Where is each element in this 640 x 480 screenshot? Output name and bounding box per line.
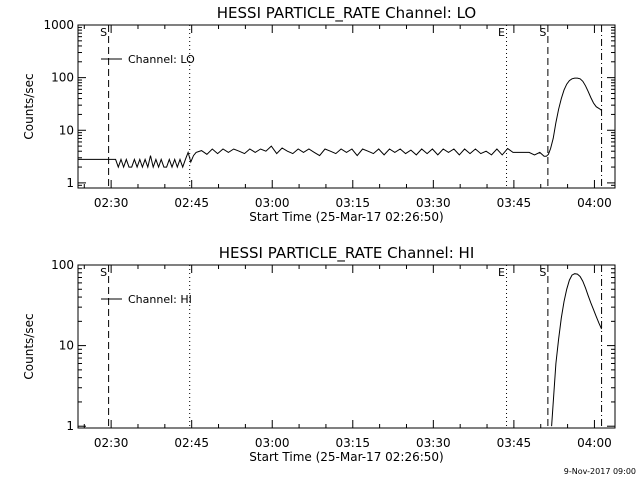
y-tick-label: 10 bbox=[59, 123, 74, 137]
x-tick-label: 03:00 bbox=[255, 196, 290, 210]
x-tick-label: 04:00 bbox=[577, 436, 612, 450]
y-tick-label: 100 bbox=[51, 258, 74, 272]
series-line bbox=[78, 77, 602, 169]
x-tick-label: 02:30 bbox=[94, 196, 129, 210]
event-marker-label: E bbox=[498, 26, 505, 39]
x-tick-label: 02:30 bbox=[94, 436, 129, 450]
chart-title: HESSI PARTICLE_RATE Channel: HI bbox=[219, 244, 475, 263]
plot-frame bbox=[77, 264, 616, 429]
x-axis-label: Start Time (25-Mar-17 02:26:50) bbox=[249, 450, 443, 464]
x-tick-label: 03:00 bbox=[255, 436, 290, 450]
series-line bbox=[551, 273, 603, 427]
x-tick-label: 03:45 bbox=[497, 436, 532, 450]
x-tick-label: 03:45 bbox=[497, 196, 532, 210]
y-tick-label: 10 bbox=[59, 339, 74, 353]
event-marker-label: S bbox=[539, 266, 546, 279]
x-tick-label: 02:45 bbox=[174, 436, 209, 450]
event-marker-label: S bbox=[539, 26, 546, 39]
panel-hi: HESSI PARTICLE_RATE Channel: HI 1 10 100 02:… bbox=[22, 244, 616, 464]
y-tick-label: 1 bbox=[66, 419, 74, 433]
x-tick-label: 03:15 bbox=[335, 436, 370, 450]
plot-frame bbox=[77, 24, 616, 189]
legend-label: Channel: HI bbox=[128, 293, 192, 306]
y-tick-label: 100 bbox=[51, 71, 74, 85]
y-tick-label: 1000 bbox=[43, 18, 74, 32]
y-axis-label: Counts/sec bbox=[22, 73, 36, 139]
y-tick-label: 1 bbox=[66, 176, 74, 190]
event-marker-label: E bbox=[498, 266, 505, 279]
x-tick-label: 03:30 bbox=[416, 196, 451, 210]
date-stamp: 9-Nov-2017 09:00 bbox=[564, 467, 636, 476]
event-marker-label: S bbox=[100, 26, 107, 39]
y-axis-label: Counts/sec bbox=[22, 313, 36, 379]
x-tick-label: 03:15 bbox=[335, 196, 370, 210]
panel-lo: HESSI PARTICLE_RATE Channel: LO 1 10 100 100… bbox=[22, 4, 616, 224]
x-tick-label: 04:00 bbox=[577, 196, 612, 210]
event-marker-label: S bbox=[100, 266, 107, 279]
x-tick-label: 02:45 bbox=[174, 196, 209, 210]
x-tick-label: 03:30 bbox=[416, 436, 451, 450]
legend-label: Channel: LO bbox=[128, 53, 195, 66]
x-axis-label: Start Time (25-Mar-17 02:26:50) bbox=[249, 210, 443, 224]
chart-title: HESSI PARTICLE_RATE Channel: LO bbox=[217, 4, 476, 23]
